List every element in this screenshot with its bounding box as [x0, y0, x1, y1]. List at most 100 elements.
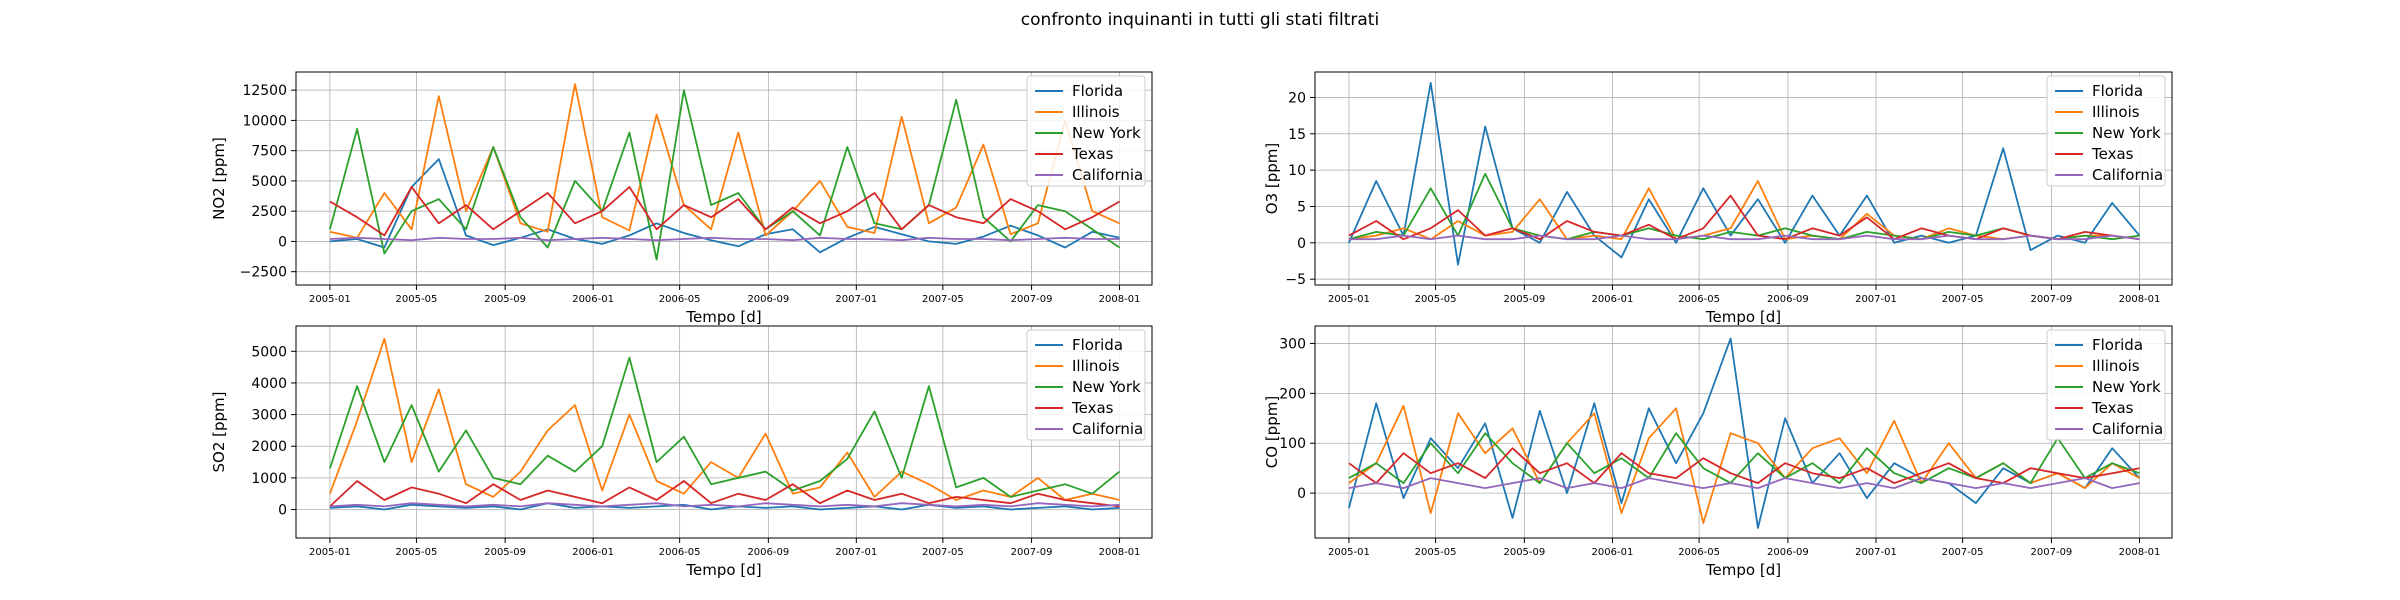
- x-tick-label: 2006-09: [747, 547, 789, 558]
- so2-panel: 2005-01 2005-05 2005-09 2006-01 2006-05 2006-…: [210, 325, 1153, 579]
- y-axis-label: CO [ppm]: [1263, 396, 1281, 468]
- x-tick-label: 2006-05: [659, 294, 701, 305]
- y-tick-label: 1000: [251, 471, 287, 487]
- x-axis-label: Tempo [d]: [1705, 561, 1781, 579]
- legend: Florida Illinois New York Texas California: [1026, 75, 1146, 187]
- y-tick-label: 10: [1288, 163, 1306, 179]
- x-axis-label: Tempo [d]: [685, 561, 761, 579]
- axes-frame: [295, 71, 1153, 286]
- x-tick-label: 2007-09: [2031, 547, 2073, 558]
- legend-label: Illinois: [1072, 103, 1120, 121]
- legend-label: Illinois: [2092, 357, 2140, 375]
- y-tick-label: 5000: [251, 174, 287, 190]
- series-line-illinois: [329, 83, 1120, 239]
- legend-label: Texas: [1071, 145, 1114, 163]
- x-tick-label: 2008-01: [1099, 294, 1141, 305]
- series-line-texas: [329, 186, 1120, 237]
- y-tick-label: 0: [278, 234, 287, 250]
- legend-label: New York: [2092, 124, 2161, 142]
- x-tick-label: 2007-01: [835, 547, 877, 558]
- y-tick-label: −5: [1285, 272, 1306, 288]
- x-tick-label: 2008-01: [1099, 547, 1141, 558]
- series-line-florida: [1348, 337, 2141, 529]
- series-line-illinois: [1348, 404, 2140, 524]
- legend-label: New York: [1072, 124, 1141, 142]
- x-tick-label: 2006-01: [1592, 294, 1634, 305]
- x-tick-label: 2005-05: [396, 547, 438, 558]
- x-tick-label: 2007-09: [1011, 547, 1053, 558]
- x-tick-label: 2006-09: [747, 294, 789, 305]
- legend-label: California: [1072, 166, 1143, 184]
- legend-label: Illinois: [2092, 103, 2140, 121]
- y-tick-label: 7500: [251, 144, 287, 160]
- x-tick-label: 2007-01: [1855, 547, 1897, 558]
- legend-label: Florida: [2092, 82, 2143, 100]
- series-line-texas: [1348, 447, 2140, 484]
- x-tick-label: 2005-09: [1503, 547, 1545, 558]
- x-tick-label: 2006-09: [1767, 294, 1809, 305]
- axes-frame: [1314, 325, 2173, 539]
- legend-label: Texas: [1071, 399, 1114, 417]
- x-tick-label: 2005-01: [309, 294, 351, 305]
- x-tick-label: 2008-01: [2119, 294, 2161, 305]
- y-tick-label: 300: [1279, 336, 1306, 352]
- figure-title: confronto inquinanti in tutti gli stati …: [1020, 10, 1380, 30]
- series-line-california: [329, 502, 1120, 508]
- x-tick-label: 2005-09: [484, 294, 526, 305]
- x-tick-label: 2007-05: [922, 547, 964, 558]
- legend-label: Illinois: [1072, 357, 1120, 375]
- legend-label: California: [2092, 420, 2163, 438]
- series-line-florida: [1348, 82, 2141, 266]
- legend-label: Texas: [2091, 145, 2134, 163]
- y-tick-label: 2000: [251, 439, 287, 455]
- legend-box: [1026, 75, 1146, 187]
- y-axis-label: O3 [ppm]: [1263, 143, 1281, 214]
- y-tick-label: 4000: [251, 376, 287, 392]
- y-tick-label: 2500: [251, 204, 287, 220]
- y-tick-label: 5000: [251, 344, 287, 360]
- co-panel: 2005-01 2005-05 2005-09 2006-01 2006-05 2006-…: [1263, 325, 2173, 579]
- x-tick-label: 2008-01: [2119, 547, 2161, 558]
- y-tick-label: 15: [1288, 127, 1306, 143]
- y-tick-label: 0: [1297, 486, 1306, 502]
- axes-frame: [1314, 71, 2173, 286]
- x-tick-label: 2007-05: [1942, 294, 1984, 305]
- y-axis-label: SO2 [ppm]: [210, 392, 228, 473]
- x-tick-label: 2005-01: [1328, 294, 1370, 305]
- x-tick-label: 2006-05: [1678, 294, 1720, 305]
- x-tick-label: 2005-09: [1503, 294, 1545, 305]
- series-line-california: [1348, 477, 2140, 489]
- y-tick-label: 100: [1279, 436, 1306, 452]
- series-line-illinois: [1348, 180, 2140, 241]
- legend: Florida Illinois New York Texas California: [2046, 75, 2166, 187]
- series-line-florida: [329, 158, 1120, 254]
- x-tick-label: 2005-01: [309, 547, 351, 558]
- series-line-new-york: [329, 89, 1121, 261]
- x-axis-label: Tempo [d]: [685, 308, 761, 326]
- x-tick-label: 2007-01: [1855, 294, 1897, 305]
- no2-panel: 2005-01 2005-05 2005-09 2006-01 2006-05 2006-…: [210, 71, 1153, 326]
- x-tick-label: 2006-09: [1767, 547, 1809, 558]
- series-line-california: [1348, 234, 2140, 241]
- x-tick-label: 2005-05: [396, 294, 438, 305]
- legend-label: California: [2092, 166, 2163, 184]
- y-tick-label: 10000: [242, 113, 287, 129]
- legend-label: Florida: [1072, 82, 1123, 100]
- y-tick-label: 0: [278, 503, 287, 519]
- x-tick-label: 2006-01: [572, 547, 614, 558]
- y-tick-label: 20: [1288, 90, 1306, 106]
- x-tick-label: 2007-01: [835, 294, 877, 305]
- legend-label: New York: [2092, 378, 2161, 396]
- x-tick-label: 2006-05: [659, 547, 701, 558]
- legend: Florida Illinois New York Texas California: [1026, 329, 1146, 441]
- x-tick-label: 2005-01: [1328, 547, 1370, 558]
- legend-label: Texas: [2091, 399, 2134, 417]
- o3-panel: 2005-01 2005-05 2005-09 2006-01 2006-05 2006-…: [1263, 71, 2173, 326]
- series-line-texas: [1348, 194, 2140, 241]
- series-line-illinois: [329, 337, 1120, 501]
- x-axis-label: Tempo [d]: [1705, 308, 1781, 326]
- series-line-new-york: [1348, 432, 2140, 484]
- x-tick-label: 2007-09: [2031, 294, 2073, 305]
- legend-label: New York: [1072, 378, 1141, 396]
- series-line-texas: [329, 480, 1120, 508]
